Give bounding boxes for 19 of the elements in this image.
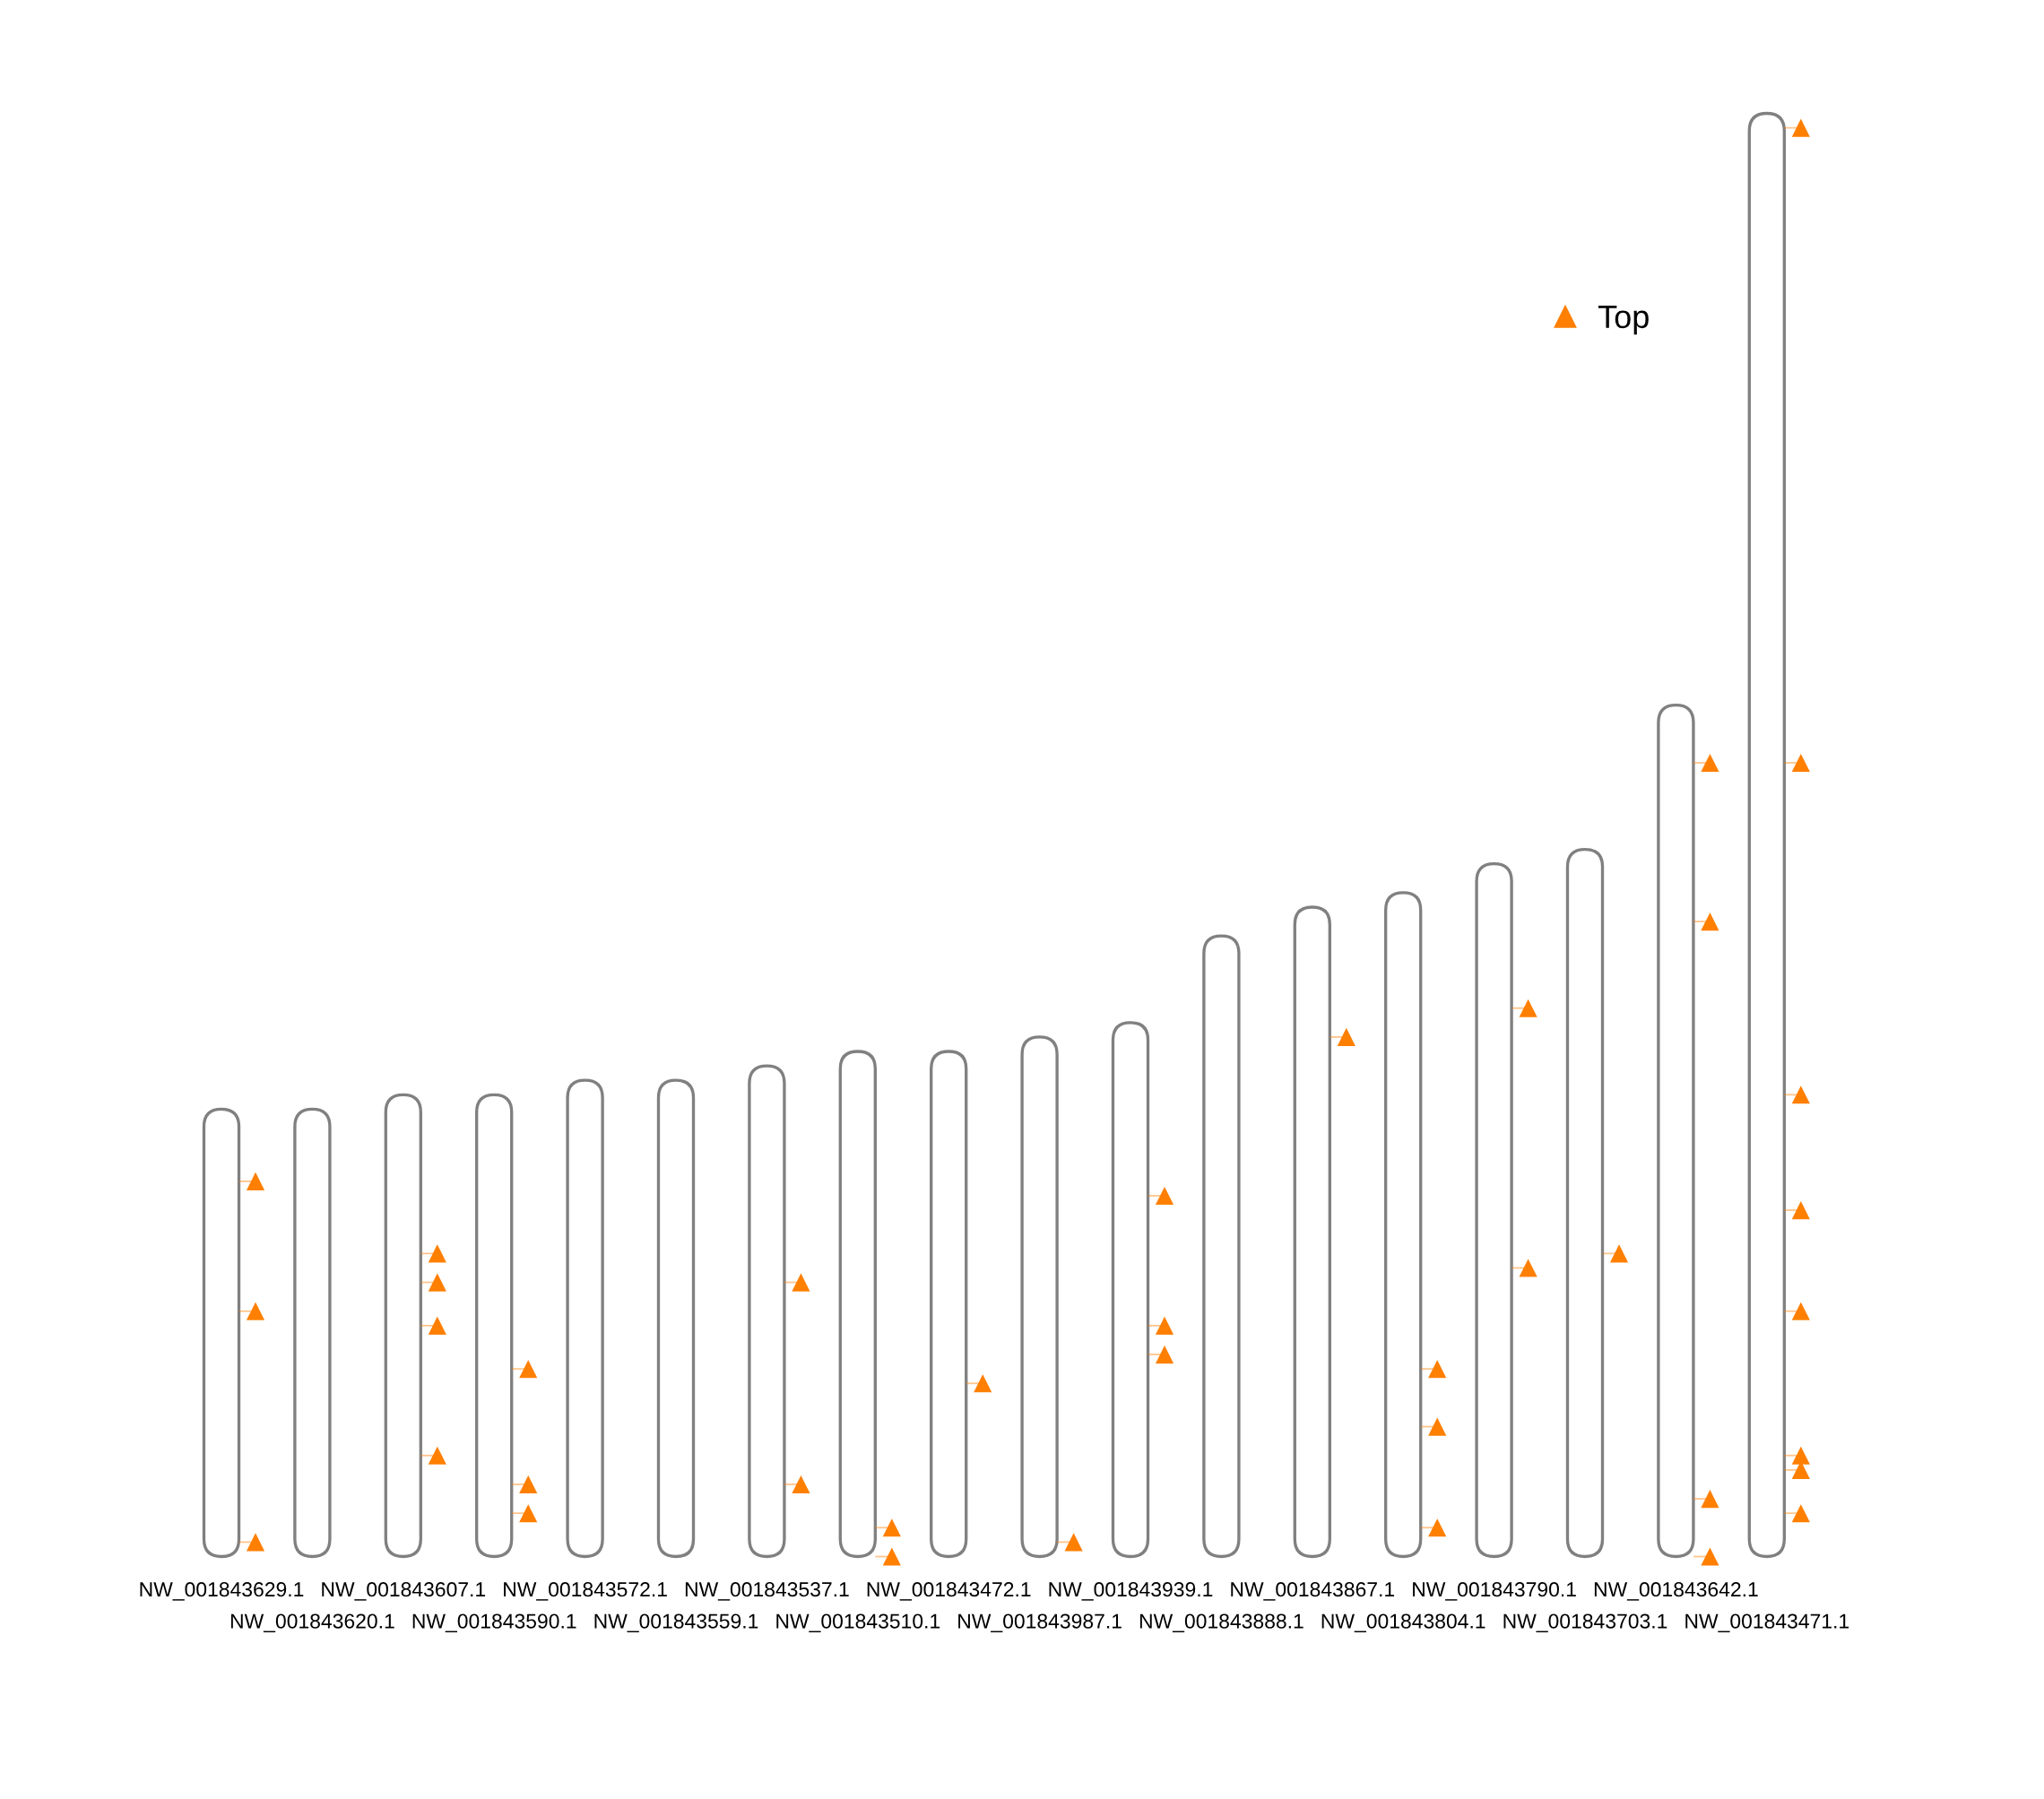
x-tick-label: NW_001843888.1 — [1139, 1613, 1303, 1633]
x-tick-label: NW_001843867.1 — [1231, 1582, 1395, 1601]
x-tick-label: NW_001843510.1 — [776, 1613, 940, 1633]
x-tick-label: NW_001843537.1 — [685, 1582, 849, 1601]
x-tick-label: NW_001843629.1 — [140, 1582, 304, 1601]
x-tick-label: NW_001843572.1 — [504, 1582, 667, 1601]
x-tick-label: NW_001843987.1 — [958, 1613, 1122, 1633]
x-tick-label: NW_001843471.1 — [1685, 1613, 1849, 1633]
x-tick-label: NW_001843790.1 — [1413, 1582, 1576, 1601]
x-tick-label: NW_001843607.1 — [322, 1582, 486, 1601]
x-tick-label: NW_001843703.1 — [1503, 1613, 1667, 1633]
x-tick-label: NW_001843559.1 — [594, 1613, 758, 1633]
x-tick-label: NW_001843642.1 — [1594, 1582, 1758, 1601]
x-tick-label: NW_001843620.1 — [230, 1613, 394, 1633]
x-tick-label: NW_001843804.1 — [1321, 1613, 1485, 1633]
x-tick-label: NW_001843472.1 — [867, 1582, 1031, 1601]
legend-label: Top — [1598, 305, 1649, 335]
x-tick-label: NW_001843939.1 — [1049, 1582, 1213, 1601]
x-tick-label: NW_001843590.1 — [412, 1613, 576, 1633]
